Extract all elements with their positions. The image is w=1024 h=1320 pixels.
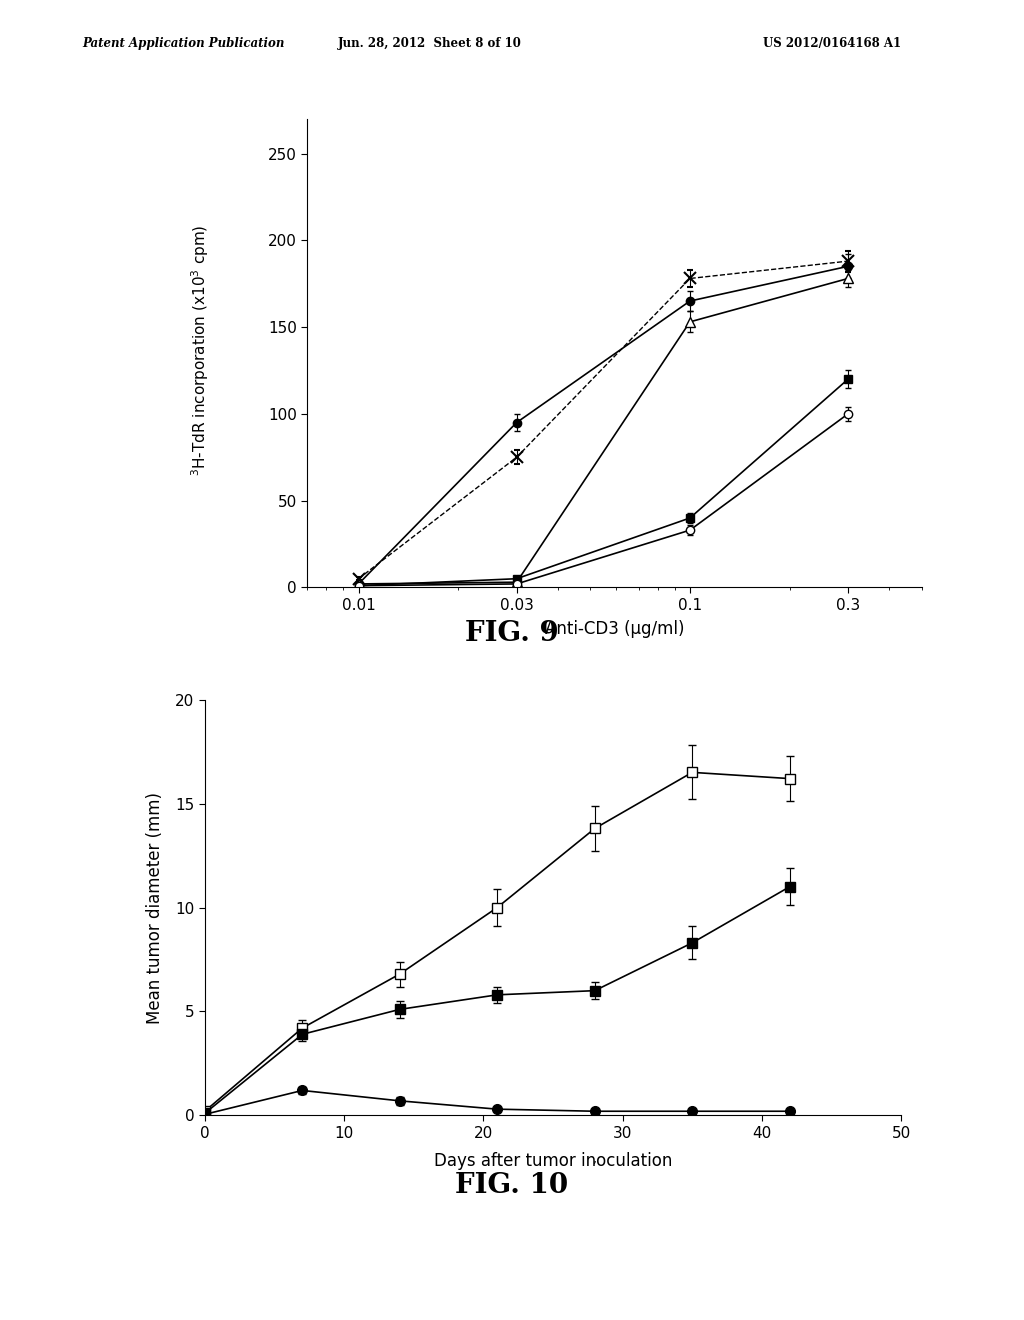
X-axis label: Anti-CD3 (μg/ml): Anti-CD3 (μg/ml) — [545, 620, 684, 638]
Text: Jun. 28, 2012  Sheet 8 of 10: Jun. 28, 2012 Sheet 8 of 10 — [338, 37, 522, 50]
Text: FIG. 9: FIG. 9 — [465, 620, 559, 647]
Text: FIG. 10: FIG. 10 — [456, 1172, 568, 1199]
Text: Patent Application Publication: Patent Application Publication — [82, 37, 285, 50]
X-axis label: Days after tumor inoculation: Days after tumor inoculation — [434, 1152, 672, 1170]
Text: US 2012/0164168 A1: US 2012/0164168 A1 — [763, 37, 901, 50]
Text: $^{3}$H-TdR incorporation (x10$^{3}$ cpm): $^{3}$H-TdR incorporation (x10$^{3}$ cpm… — [188, 224, 211, 475]
Y-axis label: Mean tumor diameter (mm): Mean tumor diameter (mm) — [146, 792, 164, 1023]
Text: ,: , — [593, 1152, 597, 1166]
